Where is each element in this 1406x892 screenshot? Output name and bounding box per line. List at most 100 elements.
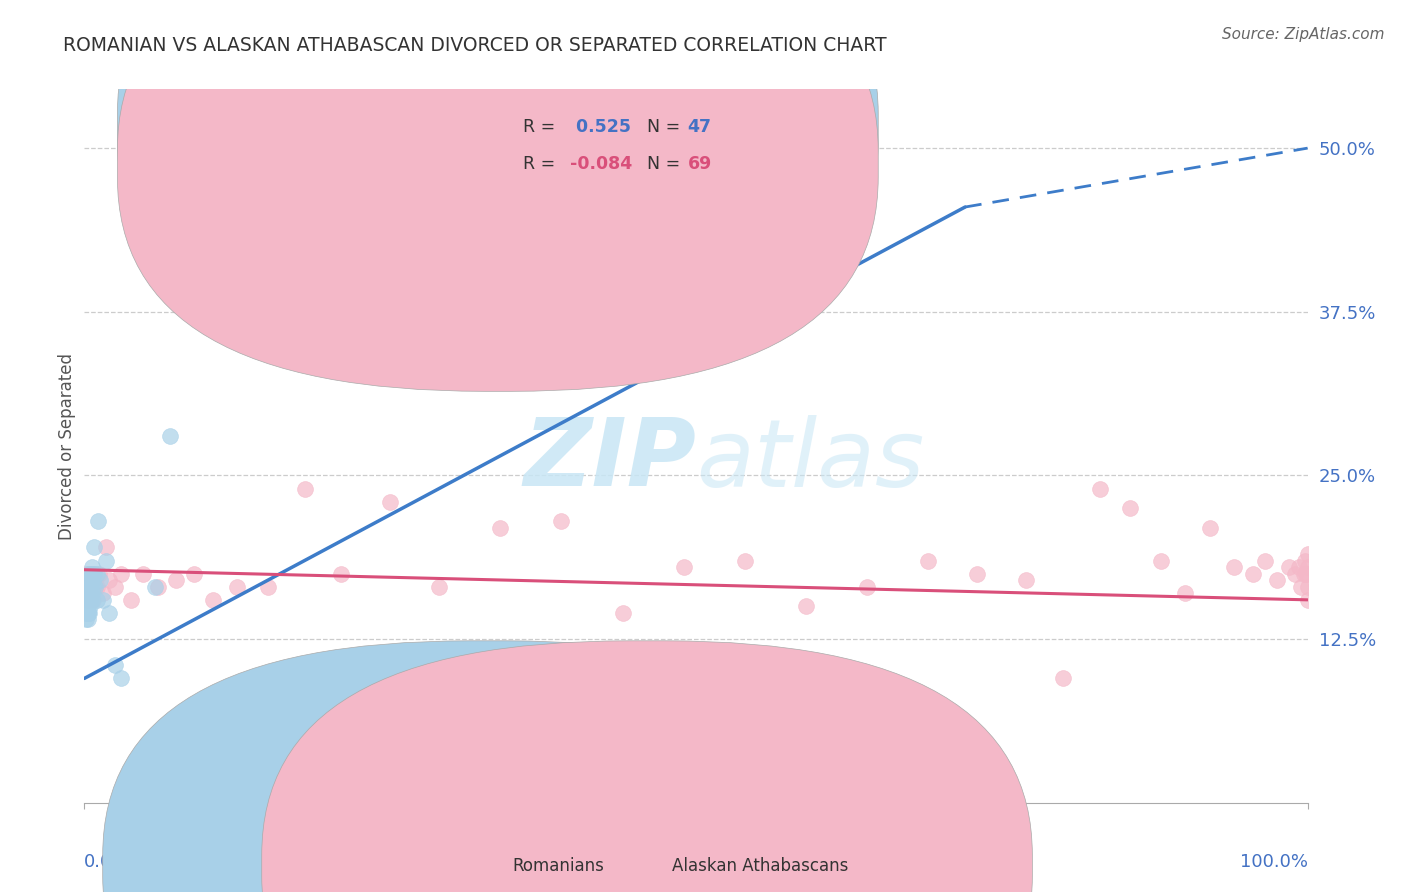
Point <box>77 580 100 594</box>
Text: Romanians: Romanians <box>512 856 605 874</box>
Point <box>159 429 181 443</box>
Point <box>84 580 107 594</box>
Point <box>75 580 97 594</box>
Point <box>917 553 939 567</box>
Point <box>80 586 103 600</box>
Point <box>1278 560 1301 574</box>
Point <box>83 541 105 555</box>
Point <box>82 573 104 587</box>
Point <box>79 566 101 581</box>
Point <box>1288 560 1310 574</box>
Point <box>86 592 108 607</box>
Point <box>1198 521 1220 535</box>
Point <box>1296 547 1319 561</box>
Point <box>84 580 107 594</box>
Point <box>427 580 450 594</box>
Point <box>1254 553 1277 567</box>
Point <box>794 599 817 614</box>
Point <box>97 606 120 620</box>
Point <box>77 599 100 614</box>
Point <box>79 586 101 600</box>
Point <box>83 566 105 581</box>
Point <box>77 566 100 581</box>
Text: ZIP: ZIP <box>523 414 696 507</box>
Point <box>80 566 103 581</box>
Point <box>257 226 280 240</box>
Point <box>208 245 231 260</box>
Point <box>734 553 756 567</box>
Point <box>89 573 111 587</box>
Point <box>489 521 512 535</box>
Point <box>409 233 432 247</box>
Point <box>82 566 104 581</box>
FancyBboxPatch shape <box>117 0 879 355</box>
Point <box>77 580 100 594</box>
Point <box>226 580 249 594</box>
Text: -0.084: -0.084 <box>569 154 633 173</box>
Point <box>183 566 205 581</box>
Text: 100.0%: 100.0% <box>1240 853 1308 871</box>
Point <box>544 252 567 267</box>
Point <box>104 580 127 594</box>
Point <box>330 566 353 581</box>
Point <box>76 586 98 600</box>
Point <box>75 566 97 581</box>
Point <box>110 566 132 581</box>
Point <box>104 658 127 673</box>
Text: atlas: atlas <box>696 415 924 506</box>
Point <box>77 566 100 581</box>
Point <box>612 606 634 620</box>
Point <box>86 566 108 581</box>
Text: Alaskan Athabascans: Alaskan Athabascans <box>672 856 848 874</box>
Point <box>1291 580 1313 594</box>
FancyBboxPatch shape <box>117 0 879 392</box>
Point <box>120 592 142 607</box>
Point <box>87 566 110 581</box>
Point <box>257 580 280 594</box>
Point <box>77 592 100 607</box>
Point <box>1174 586 1197 600</box>
Point <box>77 573 100 587</box>
Point <box>110 672 132 686</box>
Point <box>82 580 104 594</box>
Point <box>76 580 98 594</box>
Text: ROMANIAN VS ALASKAN ATHABASCAN DIVORCED OR SEPARATED CORRELATION CHART: ROMANIAN VS ALASKAN ATHABASCAN DIVORCED … <box>63 36 887 54</box>
Text: 0.0%: 0.0% <box>84 853 129 871</box>
Point <box>1296 592 1319 607</box>
Point <box>79 599 101 614</box>
Point <box>76 592 98 607</box>
FancyBboxPatch shape <box>470 98 794 182</box>
Point <box>77 580 100 594</box>
Text: R =: R = <box>523 118 561 136</box>
Point <box>79 566 101 581</box>
Point <box>550 514 572 528</box>
Point <box>201 592 224 607</box>
Point <box>146 580 169 594</box>
FancyBboxPatch shape <box>103 640 873 892</box>
Point <box>1119 501 1142 516</box>
Point <box>77 592 100 607</box>
Point <box>856 580 879 594</box>
Point <box>143 580 166 594</box>
Point <box>1265 573 1288 587</box>
Point <box>76 586 98 600</box>
Point <box>77 606 100 620</box>
Point <box>1241 566 1264 581</box>
Text: N =: N = <box>636 118 686 136</box>
Point <box>96 541 118 555</box>
Point <box>77 606 100 620</box>
Point <box>1284 566 1306 581</box>
Point <box>83 566 105 581</box>
Point <box>97 573 120 587</box>
Point <box>91 592 114 607</box>
Point <box>1294 553 1316 567</box>
Point <box>1292 566 1315 581</box>
Point <box>77 606 100 620</box>
Point <box>82 592 104 607</box>
Point <box>758 200 780 214</box>
Point <box>312 213 335 227</box>
Point <box>75 606 97 620</box>
Point <box>1088 482 1111 496</box>
Point <box>76 599 98 614</box>
Point <box>1150 553 1173 567</box>
